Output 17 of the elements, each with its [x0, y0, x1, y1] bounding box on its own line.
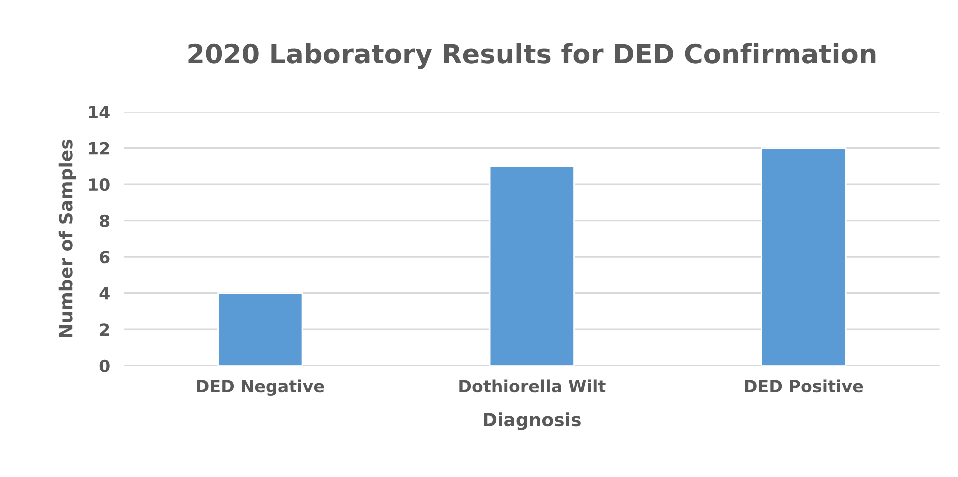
x-tick-label: DED Negative [197, 380, 324, 396]
bar [218, 292, 304, 366]
y-tick-label: 14 [89, 106, 110, 118]
y-tick-label: 2 [100, 324, 110, 336]
chart-title: 2020 Laboratory Results for DED Confirmation [188, 43, 876, 70]
y-tick-label: 0 [100, 360, 110, 372]
y-tick-label: 12 [89, 142, 110, 155]
bar [761, 148, 847, 366]
y-axis-title: Number of Samples [58, 140, 76, 338]
y-tick-label: 6 [100, 251, 110, 264]
x-tick-label: DED Positive [745, 380, 864, 393]
y-tick-label: 8 [100, 214, 110, 228]
y-tick-label: 10 [89, 178, 110, 192]
x-tick-label: Dothiorella Wilt [460, 380, 606, 393]
y-tick-label: 4 [100, 288, 110, 300]
x-axis-title: Diagnosis [484, 412, 581, 430]
bar [489, 166, 575, 366]
